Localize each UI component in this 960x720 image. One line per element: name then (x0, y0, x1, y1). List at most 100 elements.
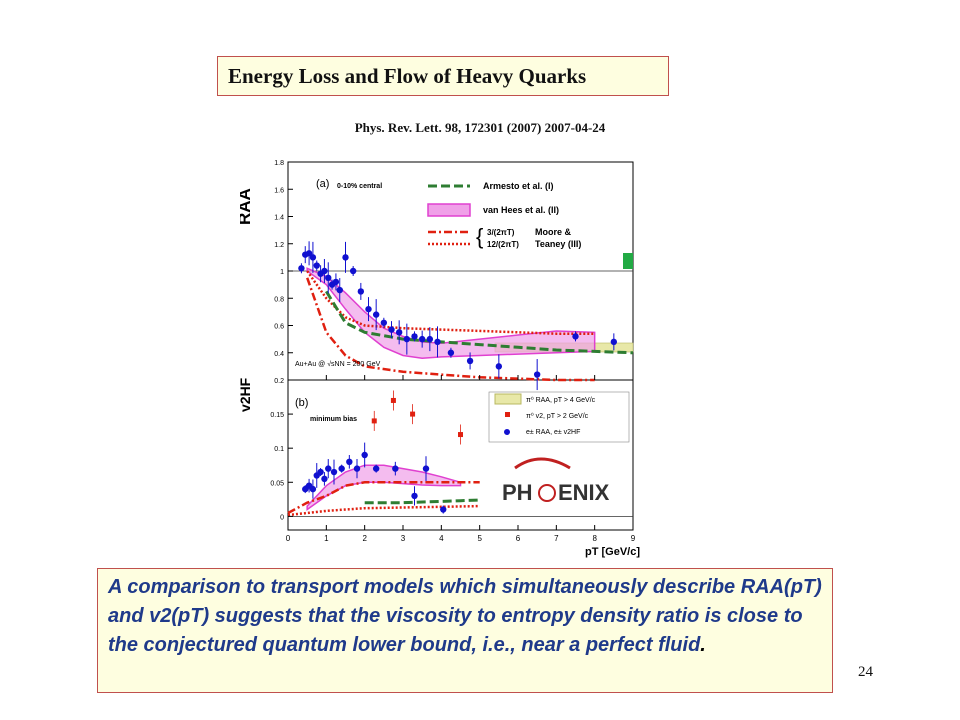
raa-data-point (411, 333, 418, 340)
raa-data-point (403, 335, 411, 343)
v2-y-tick-label: 0.1 (274, 446, 284, 453)
raa-data-point (305, 250, 313, 257)
x-tick-label: 2 (362, 534, 367, 543)
raa-y-tick-label: 0.6 (274, 324, 284, 331)
phenix-logo: PH ENIX (502, 457, 610, 505)
raa-y-tick-label: 1.6 (274, 187, 284, 194)
caption-end: . (700, 634, 706, 656)
panel-b-frame (287, 379, 634, 531)
legend-pi0-raa: π⁰ RAA, pT > 4 GeV/c (526, 396, 596, 404)
pi0-v2-point (371, 418, 377, 424)
legend-moore-b: 12/(2πT) (487, 240, 519, 249)
raa-data-point (321, 267, 328, 275)
pi0-v2-point (458, 432, 463, 438)
caption-text: A comparison to transport models which s… (108, 576, 822, 656)
raa-data-point (533, 371, 541, 378)
raa-data-point (495, 363, 503, 370)
raa-data-point (426, 335, 434, 343)
pi0-v2-point (390, 397, 396, 403)
raa-y-tick-label: 0.8 (274, 296, 284, 303)
panel-b-label: (b) (295, 397, 308, 409)
raa-data-point (313, 262, 320, 269)
x-tick-label: 4 (439, 534, 444, 543)
legend-moore-name-1: Moore & (535, 227, 572, 237)
legend-pi0-v2: π⁰ v2, pT > 2 GeV/c (526, 412, 589, 420)
slide-title: Energy Loss and Flow of Heavy Quarks (217, 56, 669, 96)
raa-y-tick-label: 1 (280, 269, 284, 276)
v2-data-point (338, 465, 345, 472)
v2-data-point (325, 465, 332, 472)
raa-y-tick-label: 1.4 (274, 215, 284, 222)
legend-moore-name-2: Teaney (III) (535, 239, 581, 249)
legend-brace: { (476, 224, 483, 249)
raa-v2-chart: 0.20.40.60.811.21.41.61.800.050.10.150 1 2… (235, 160, 640, 558)
figure: 0.2 0.4 0.6 0.8 1 1.2 1.4 1.6 1.8 0 0.05 0.1 0.15 0 1 2… (235, 150, 660, 560)
raa-data-point (380, 319, 388, 326)
raa-y-tick-label: 1.8 (274, 160, 284, 167)
x-tick-label: 8 (592, 534, 597, 543)
legend-vanhees: van Hees et al. (II) (483, 205, 559, 215)
raa-data-point (572, 333, 579, 340)
x-tick-label: 1 (324, 534, 329, 543)
legend-armesto: Armesto et al. (I) (483, 181, 554, 191)
v2-data-point (392, 465, 399, 472)
v2-axis-label: v2HF (240, 377, 253, 412)
x-tick-label: 6 (516, 534, 521, 543)
pt-axis-label: pT [GeV/c] (585, 546, 640, 558)
system-label: Au+Au @ √sNN = 200 GeV (295, 360, 381, 368)
citation: Phys. Rev. Lett. 98, 172301 (2007) 2007-… (354, 120, 606, 135)
raa-data-point (332, 278, 340, 286)
raa-data-point (309, 254, 317, 261)
v2-data-point (440, 506, 447, 513)
legend-electron-marker (504, 429, 510, 435)
legend-pi0-v2-marker (505, 412, 510, 417)
v2-data-point (309, 485, 317, 493)
x-tick-label: 0 (286, 534, 291, 543)
legend-electron: e± RAA, e± v2HF (526, 429, 580, 436)
raa-data-point (395, 329, 403, 336)
raa-data-point (388, 326, 395, 333)
panel-b-note: minimum bias (310, 416, 357, 423)
raa-data-point (342, 254, 349, 261)
raa-data-point (447, 349, 455, 356)
x-tick-label: 3 (401, 534, 406, 543)
v2-y-tick-label: 0 (280, 514, 284, 521)
x-tick-label: 7 (554, 534, 559, 543)
v2-data-point (372, 465, 380, 472)
logo-text-right: ENIX (558, 480, 610, 505)
raa-data-point (365, 305, 372, 313)
page-number: 24 (858, 664, 873, 680)
raa-y-tick-label: 0.4 (274, 351, 284, 358)
raa-data-point (336, 286, 343, 294)
legend-moore-a: 3/(2πT) (487, 228, 515, 237)
raa-data-point (298, 265, 305, 272)
v2-moore-b-curve (287, 504, 480, 517)
v2-y-tick-label: 0.05 (270, 480, 284, 487)
v2-data-point (321, 475, 328, 483)
v2-data-point (353, 465, 361, 472)
v2-armesto-curve (364, 498, 480, 505)
panel-a-label: (a) (316, 178, 329, 190)
raa-data-point (434, 338, 441, 346)
caption-box: A comparison to transport models which s… (97, 568, 833, 693)
pi0-v2-point (410, 411, 416, 417)
raa-y-tick-label: 1.2 (274, 242, 284, 249)
v2-data-point (422, 465, 430, 472)
norm-uncertainty-box (623, 253, 633, 269)
v2-data-point (317, 468, 324, 476)
logo-text-left: PH (502, 480, 533, 505)
raa-y-tick-label: 0.2 (274, 378, 284, 385)
raa-armesto-curve (325, 290, 634, 355)
panel-a-note: 0-10% central (337, 183, 382, 190)
x-tick-label: 5 (477, 534, 482, 543)
raa-moore-b-curve (306, 270, 595, 335)
v2-y-tick-label: 0.15 (270, 412, 284, 419)
raa-data-point (349, 267, 357, 275)
raa-data-point (418, 335, 426, 343)
v2-data-point (411, 492, 418, 500)
x-tick-label: 9 (631, 534, 636, 543)
raa-axis-label: RAA (240, 188, 254, 225)
v2-data-point (361, 451, 368, 459)
raa-data-point (610, 338, 618, 346)
legend-vanhees-swatch (427, 203, 471, 217)
